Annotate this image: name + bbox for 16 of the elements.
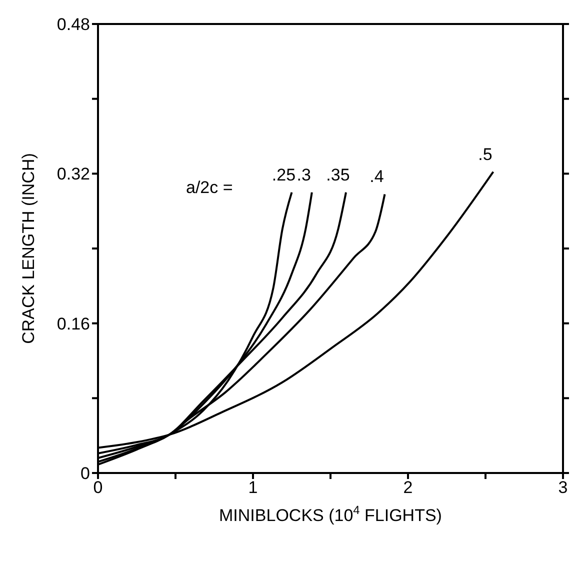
series-label: .5 xyxy=(478,144,492,164)
y-tick-label: 0.32 xyxy=(56,164,90,184)
series-label: .3 xyxy=(296,165,311,184)
x-tick-label: 2 xyxy=(403,478,413,498)
y-tick-label: 0.16 xyxy=(56,314,90,334)
series-label: .35 xyxy=(326,165,350,184)
series-label: .4 xyxy=(370,167,384,186)
series-label: .25 xyxy=(272,165,296,184)
x-tick-label: 0 xyxy=(93,478,103,498)
y-tick-label: 0.48 xyxy=(56,15,90,34)
x-axis-title: MINIBLOCKS (10$^{4}$ FLIGHTS) xyxy=(219,503,442,525)
x-tick-label: 1 xyxy=(248,478,258,498)
y-tick-label: 0 xyxy=(80,464,90,484)
annotation: a/2c = xyxy=(186,178,233,198)
y-axis-title: CRACK LENGTH (INCH) xyxy=(19,153,38,344)
x-tick-label: 3 xyxy=(558,478,568,498)
